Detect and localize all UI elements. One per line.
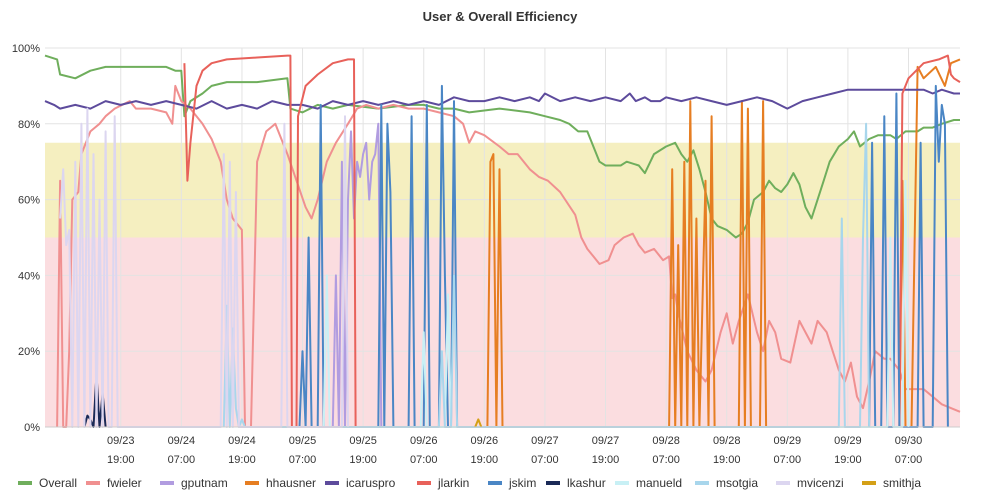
x-tick-time-3: 07:00 xyxy=(289,454,317,466)
x-tick-date-5: 09/26 xyxy=(410,435,438,447)
x-tick-time-6: 19:00 xyxy=(471,454,499,466)
y-tick-label-0: 0% xyxy=(24,422,40,434)
legend-swatch-smithja xyxy=(862,481,876,485)
legend-label-smithja: smithja xyxy=(883,476,921,490)
legend-label-lkashur: lkashur xyxy=(567,476,606,490)
y-tick-label-2: 40% xyxy=(18,270,40,282)
series-line-smithja xyxy=(474,418,483,428)
x-tick-time-4: 19:00 xyxy=(349,454,377,466)
x-tick-date-11: 09/29 xyxy=(774,435,802,447)
x-tick-date-13: 09/30 xyxy=(895,435,923,447)
legend-swatch-msotgia xyxy=(695,481,709,485)
y-axis: 0% 20% 40% 60% 80% 100% xyxy=(12,43,40,434)
x-tick-time-2: 19:00 xyxy=(228,454,256,466)
legend-label-Overall: Overall xyxy=(39,476,77,490)
y-tick-label-5: 100% xyxy=(12,43,40,55)
x-tick-date-7: 09/27 xyxy=(531,435,559,447)
legend-swatch-manueld xyxy=(615,481,629,485)
legend-label-fwieler: fwieler xyxy=(107,476,142,490)
grid-lines xyxy=(45,47,960,428)
band-1 xyxy=(45,142,960,238)
legend-swatch-jskim xyxy=(488,481,502,485)
x-tick-time-1: 07:00 xyxy=(168,454,196,466)
legend-swatch-hhausner xyxy=(245,481,259,485)
x-tick-date-9: 09/28 xyxy=(652,435,680,447)
legend-swatch-lkashur xyxy=(546,481,560,485)
x-tick-time-7: 07:00 xyxy=(531,454,559,466)
x-tick-date-12: 09/29 xyxy=(834,435,862,447)
legend-swatch-mvicenzi xyxy=(776,481,790,485)
chart-title: User & Overall Efficiency xyxy=(423,9,578,24)
legend-label-mvicenzi: mvicenzi xyxy=(797,476,844,490)
x-tick-date-1: 09/24 xyxy=(168,435,196,447)
x-tick-date-4: 09/25 xyxy=(349,435,377,447)
x-tick-date-2: 09/24 xyxy=(228,435,256,447)
x-tick-date-6: 09/26 xyxy=(471,435,499,447)
series-line-Overall xyxy=(44,54,960,239)
y-tick-label-1: 20% xyxy=(18,346,40,358)
legend-swatch-gputnam xyxy=(160,481,174,485)
series-line-jlarkin xyxy=(183,54,961,428)
x-tick-date-0: 09/23 xyxy=(107,435,135,447)
x-tick-date-3: 09/25 xyxy=(289,435,317,447)
x-tick-time-8: 19:00 xyxy=(592,454,620,466)
y-tick-label-4: 80% xyxy=(18,119,40,131)
x-tick-time-12: 19:00 xyxy=(834,454,862,466)
legend-label-icaruspro: icaruspro xyxy=(346,476,396,490)
legend-label-manueld: manueld xyxy=(636,476,682,490)
x-tick-time-0: 19:00 xyxy=(107,454,135,466)
legend: Overall fwieler gputnam hhausner icaruspro jl… xyxy=(18,476,921,490)
x-tick-time-9: 07:00 xyxy=(652,454,680,466)
series-line-icaruspro xyxy=(44,88,960,110)
legend-label-hhausner: hhausner xyxy=(266,476,316,490)
legend-swatch-icaruspro xyxy=(325,481,339,485)
x-tick-date-10: 09/28 xyxy=(713,435,741,447)
legend-label-gputnam: gputnam xyxy=(181,476,228,490)
legend-swatch-fwieler xyxy=(86,481,100,485)
x-tick-time-11: 07:00 xyxy=(774,454,802,466)
legend-label-msotgia: msotgia xyxy=(716,476,758,490)
x-tick-time-13: 07:00 xyxy=(895,454,923,466)
legend-swatch-Overall xyxy=(18,481,32,485)
x-tick-time-5: 07:00 xyxy=(410,454,438,466)
legend-label-jskim: jskim xyxy=(508,476,536,490)
x-tick-date-8: 09/27 xyxy=(592,435,620,447)
x-tick-time-10: 19:00 xyxy=(713,454,741,466)
legend-label-jlarkin: jlarkin xyxy=(437,476,469,490)
x-axis: 09/23 19:00 09/24 07:00 09/24 19:00 09/25 07:00… xyxy=(45,426,960,466)
series-line-gputnam xyxy=(331,122,385,428)
y-tick-label-3: 60% xyxy=(18,195,40,207)
legend-swatch-jlarkin xyxy=(417,481,431,485)
